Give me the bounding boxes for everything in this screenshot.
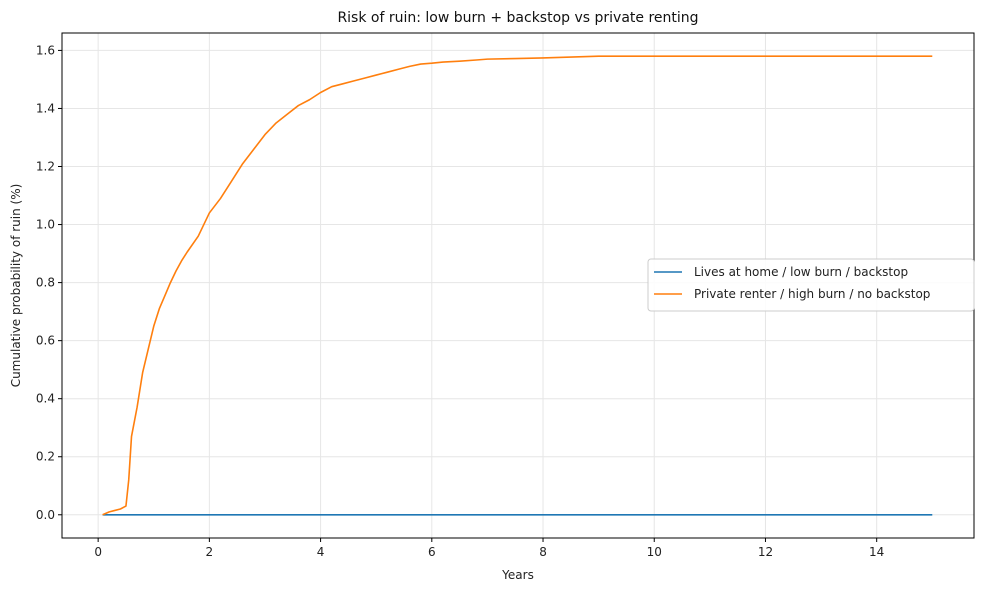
y-tick-label: 1.4 (36, 101, 55, 115)
chart-title: Risk of ruin: low burn + backstop vs pri… (337, 10, 698, 26)
x-tick-label: 10 (647, 545, 662, 559)
legend-box (647, 258, 975, 312)
y-tick-label: 0.0 (36, 508, 55, 522)
x-tick-label: 4 (317, 545, 325, 559)
y-axis-label: Cumulative probability of ruin (%) (9, 184, 23, 388)
x-axis-ticks: 0 2 4 6 8 10 12 14 (94, 538, 884, 559)
y-tick-label: 1.0 (36, 218, 55, 232)
y-axis-ticks: 0.0 0.2 0.4 0.6 0.8 1.0 1.2 1.4 1.6 (36, 43, 62, 522)
y-tick-label: 0.8 (36, 276, 55, 290)
x-tick-label: 2 (206, 545, 214, 559)
x-tick-label: 6 (428, 545, 436, 559)
x-tick-label: 0 (94, 545, 102, 559)
series-line-2 (102, 55, 933, 516)
y-tick-label: 0.2 (36, 450, 55, 464)
legend-label-2: Private renter / high burn / no backstop (694, 287, 930, 301)
y-tick-label: 1.2 (36, 160, 55, 174)
legend-label-1: Lives at home / low burn / backstop (694, 265, 908, 279)
y-tick-label: 0.6 (36, 334, 55, 348)
x-tick-label: 14 (869, 545, 884, 559)
x-axis-label: Years (501, 568, 534, 582)
y-tick-label: 0.4 (36, 392, 55, 406)
series-lines (102, 55, 933, 516)
y-tick-label: 1.6 (36, 43, 55, 57)
legend: Lives at home / low burn / backstop Priva… (647, 258, 975, 312)
x-tick-label: 8 (539, 545, 547, 559)
x-tick-label: 12 (758, 545, 773, 559)
